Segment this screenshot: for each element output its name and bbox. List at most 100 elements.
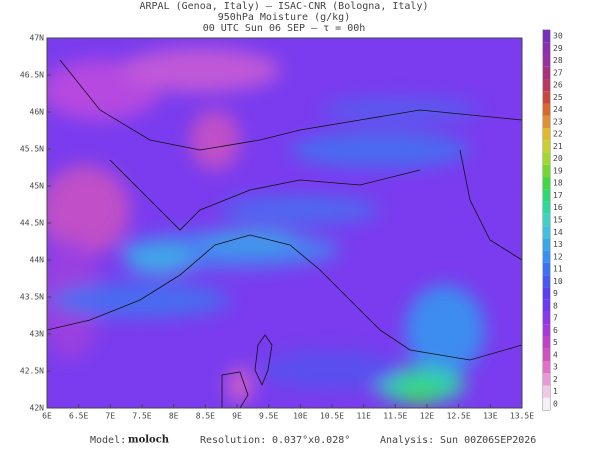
lat-label: 44.5N <box>20 219 44 228</box>
colorbar-label: 22 <box>553 130 563 139</box>
colorbar-swatch <box>543 275 550 288</box>
header-line: 00 UTC Sun 06 SEP – τ = 00h <box>203 23 366 34</box>
lon-label: 10E <box>293 412 308 421</box>
footer-value: moloch <box>128 435 170 446</box>
lon-label: 13E <box>483 412 498 421</box>
colorbar-swatch <box>543 397 550 410</box>
colorbar-swatch <box>543 360 550 374</box>
colorbar-label: 9 <box>553 289 558 298</box>
colorbar-swatch <box>543 30 550 43</box>
lat-label: 45N <box>30 182 45 191</box>
lon-label: 8E <box>169 412 179 421</box>
map-field <box>47 38 522 408</box>
colorbar-label: 26 <box>553 81 563 90</box>
header-line: ARPAL (Genoa, Italy) – ISAC-CNR (Bologna… <box>140 1 429 12</box>
colorbar-label: 30 <box>553 32 563 41</box>
lat-label: 45.5N <box>20 145 44 154</box>
colorbar-label: 18 <box>553 179 563 188</box>
colorbar-swatch <box>543 373 550 386</box>
colorbar-label: 14 <box>553 228 563 237</box>
colorbar-swatch <box>543 324 550 337</box>
lon-label: 12E <box>420 412 435 421</box>
lat-label: 42.5N <box>20 367 44 376</box>
colorbar-label: 23 <box>553 117 563 126</box>
colorbar-swatch <box>543 189 550 202</box>
colorbar-label: 6 <box>553 326 558 335</box>
colorbar-label: 11 <box>553 265 563 274</box>
colorbar-swatch <box>543 164 550 178</box>
colorbar-label: 2 <box>553 375 558 384</box>
colorbar-swatch <box>543 311 550 325</box>
colorbar-label: 7 <box>553 314 558 323</box>
lat-label: 43.5N <box>20 293 44 302</box>
lon-label: 11E <box>356 412 371 421</box>
colorbar-swatch <box>543 250 550 263</box>
lon-label: 13.5E <box>510 412 534 421</box>
colorbar-swatch <box>543 115 550 129</box>
colorbar-swatch <box>543 79 550 92</box>
colorbar-label: 13 <box>553 240 563 249</box>
colorbar-swatch <box>543 103 550 116</box>
lon-label: 8.5E <box>196 412 215 421</box>
colorbar-label: 25 <box>553 93 563 102</box>
lon-label: 7E <box>106 412 116 421</box>
lon-label: 12.5E <box>447 412 471 421</box>
colorbar-label: 24 <box>553 105 563 114</box>
footer-value: Sun 00Z06SEP2026 <box>440 435 536 446</box>
header-line: 950hPa Moisture (g/kg) <box>218 12 350 23</box>
lon-label: 6.5E <box>69 412 88 421</box>
colorbar-label: 20 <box>553 154 563 163</box>
lon-label: 9E <box>232 412 242 421</box>
lon-label: 6E <box>42 412 52 421</box>
lon-label: 7.5E <box>132 412 151 421</box>
colorbar-label: 28 <box>553 56 563 65</box>
colorbar-swatch <box>543 262 550 276</box>
colorbar-swatch <box>543 213 550 227</box>
footer-value: 0.037°x0.028° <box>272 435 350 446</box>
footer-label: Model: <box>90 435 126 446</box>
colorbar-label: 17 <box>553 191 563 200</box>
colorbar-label: 21 <box>553 142 563 151</box>
lon-label: 11.5E <box>383 412 407 421</box>
colorbar-label: 1 <box>553 387 558 396</box>
colorbar-label: 15 <box>553 216 563 225</box>
colorbar-swatch <box>543 201 550 214</box>
colorbar-swatch <box>543 238 550 251</box>
colorbar-label: 8 <box>553 301 558 310</box>
lat-label: 44N <box>30 256 45 265</box>
lat-label: 43N <box>30 330 45 339</box>
colorbar-swatch <box>543 348 550 361</box>
colorbar-label: 4 <box>553 350 558 359</box>
lat-label: 47N <box>30 34 45 43</box>
colorbar-swatch <box>543 91 550 104</box>
colorbar-label: 3 <box>553 363 558 372</box>
footer-label: Analysis: <box>380 435 434 446</box>
colorbar-swatch <box>543 128 550 141</box>
colorbar-label: 16 <box>553 203 563 212</box>
lon-label: 9.5E <box>259 412 278 421</box>
colorbar-label: 5 <box>553 338 558 347</box>
lat-label: 46N <box>30 108 45 117</box>
colorbar-swatch <box>543 287 550 300</box>
lon-label: 10.5E <box>320 412 344 421</box>
colorbar-swatch <box>543 226 550 239</box>
colorbar-swatch <box>543 299 550 312</box>
colorbar-label: 27 <box>553 68 563 77</box>
colorbar-swatch <box>543 336 550 349</box>
colorbar-label: 12 <box>553 252 563 261</box>
colorbar-swatch <box>543 152 550 165</box>
colorbar-label: 19 <box>553 166 563 175</box>
colorbar-swatch <box>543 140 550 153</box>
colorbar-swatch <box>543 54 550 67</box>
colorbar-swatch <box>543 42 550 55</box>
footer-label: Resolution: <box>200 435 266 446</box>
colorbar-swatch <box>543 385 550 398</box>
lat-label: 42N <box>30 404 45 413</box>
lat-label: 46.5N <box>20 71 44 80</box>
colorbar-label: 0 <box>553 399 558 408</box>
colorbar-label: 10 <box>553 277 563 286</box>
colorbar-label: 29 <box>553 44 563 53</box>
colorbar-swatch <box>543 177 550 190</box>
colorbar-swatch <box>543 66 550 80</box>
